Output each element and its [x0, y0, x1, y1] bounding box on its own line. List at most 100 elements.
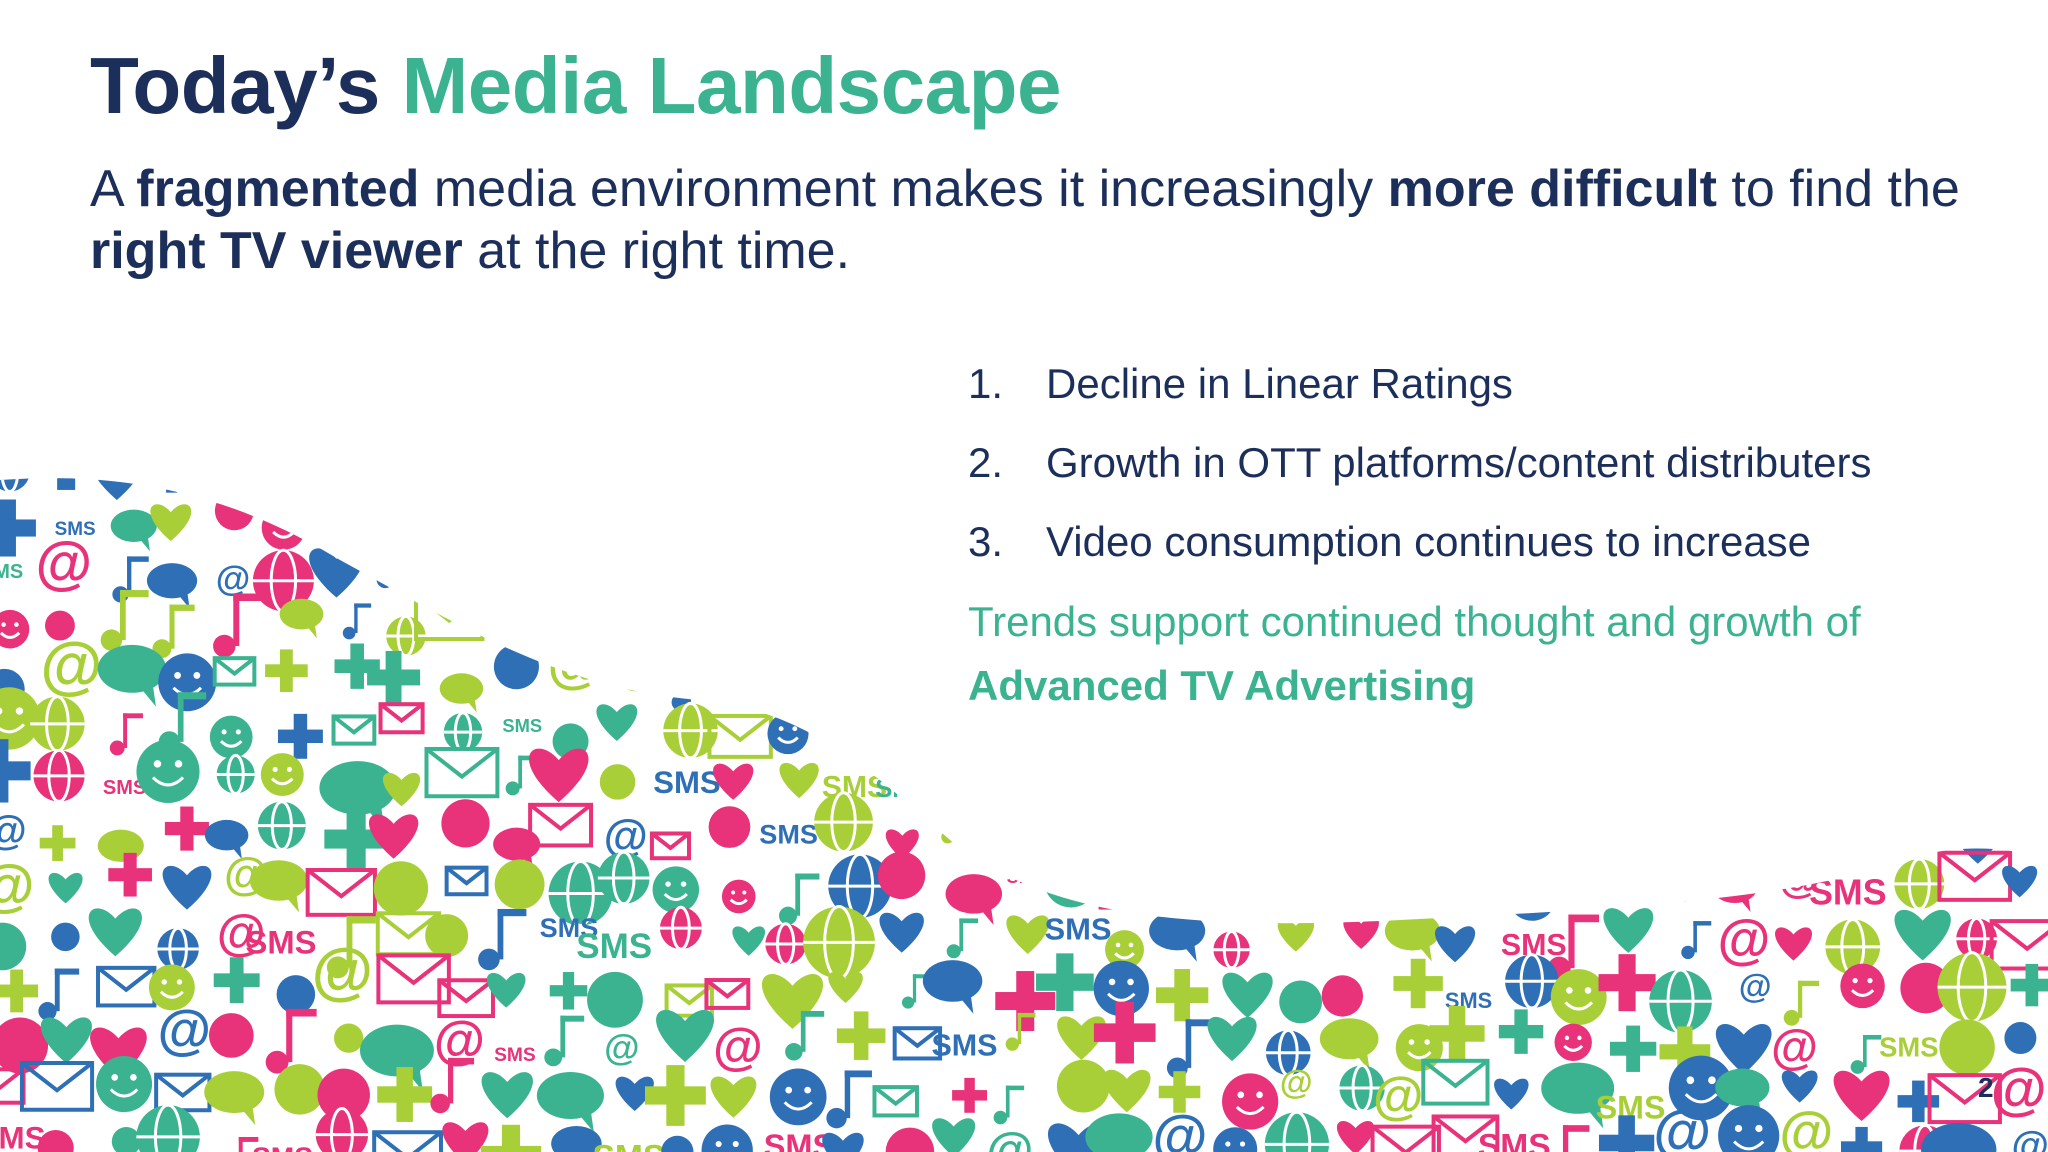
sms-icon: SMS [502, 715, 542, 736]
dot-icon [51, 922, 80, 952]
globe-icon [1067, 542, 1105, 583]
sms-icon: SMS [1837, 775, 1881, 797]
svg-text:@: @ [1488, 731, 1550, 802]
heart-icon [779, 762, 819, 799]
chat-bubble-icon [249, 860, 308, 913]
dot-icon [1279, 980, 1322, 1024]
heart-icon [714, 547, 766, 594]
dot-icon [1043, 853, 1099, 908]
smiley-icon [1105, 930, 1144, 970]
chat-bubble-icon [1045, 607, 1118, 672]
heart-icon [529, 748, 589, 803]
at-sign-icon: @ [1832, 478, 1884, 504]
music-note-icon [1440, 613, 1475, 658]
chat-bubble-icon [1541, 1062, 1615, 1129]
dot-icon [214, 491, 254, 531]
svg-text:SMS: SMS [103, 777, 146, 799]
dot-icon [1781, 758, 1822, 799]
chat-bubble-icon [204, 819, 249, 860]
envelope-icon [664, 983, 714, 1018]
svg-text:@: @ [981, 432, 1030, 489]
music-note-icon [659, 498, 693, 541]
plus-icon [1655, 796, 1713, 854]
svg-text:@: @ [2011, 758, 2046, 798]
music-note-icon [835, 478, 862, 514]
globe-icon [386, 614, 426, 658]
music-note-icon [1565, 545, 1602, 592]
envelope-icon [19, 1060, 95, 1112]
svg-text:SMS: SMS [55, 519, 96, 540]
heart-icon [596, 704, 638, 741]
heart-icon [1603, 908, 1654, 953]
plus-icon [1076, 478, 1095, 499]
subtitle-text-4: at the right time. [462, 222, 851, 280]
music-note-icon [109, 713, 143, 756]
envelope-icon [1678, 499, 1720, 529]
chat-bubble-icon [1940, 478, 2020, 515]
globe-icon [0, 478, 30, 494]
plus-icon [1613, 754, 1663, 803]
envelope-icon [1846, 713, 1888, 743]
smiley-icon [721, 879, 756, 914]
at-sign-icon: @ [1223, 480, 1281, 547]
heart-icon [1157, 868, 1195, 902]
dot-icon [1390, 490, 1432, 532]
smiley-icon [1840, 963, 1885, 1009]
svg-text:@: @ [216, 559, 251, 599]
svg-text:@: @ [0, 854, 35, 918]
music-note-icon [901, 974, 930, 1009]
sms-icon: SMS [494, 1045, 536, 1066]
svg-text:SMS: SMS [1608, 816, 1672, 849]
plus-icon [39, 825, 76, 861]
heart-icon [1947, 810, 2008, 864]
sms-icon: SMS [540, 912, 599, 943]
sms-icon: SMS [875, 775, 931, 803]
globe-icon [928, 478, 991, 508]
heart-icon [1222, 972, 1273, 1018]
plus-icon [57, 478, 76, 490]
music-note-icon [826, 1070, 872, 1129]
plus-icon [1741, 478, 1756, 491]
plus-icon [1598, 1115, 1655, 1152]
smiley-icon [0, 609, 30, 649]
chat-bubble-icon [1921, 1123, 1997, 1152]
plus-icon [0, 499, 36, 557]
at-sign-icon: @ [158, 999, 212, 1061]
music-note-icon [100, 590, 149, 651]
svg-text:@: @ [1990, 1058, 2046, 1122]
music-note-icon [1173, 617, 1206, 658]
heart-icon [40, 1017, 92, 1064]
heart-icon [615, 1076, 654, 1111]
envelope-icon [1484, 551, 1536, 588]
envelope-icon [437, 978, 495, 1019]
svg-text:@: @ [1223, 480, 1281, 547]
heart-icon [932, 1118, 976, 1152]
music-note-icon [946, 918, 979, 959]
plus-icon [1393, 958, 1443, 1009]
dot-icon [0, 922, 27, 971]
globe-icon [770, 608, 807, 648]
dot-icon [276, 975, 316, 1014]
heart-icon [2015, 493, 2048, 532]
chat-bubble-icon [928, 594, 992, 652]
globe-icon [30, 695, 85, 753]
heart-icon [90, 1027, 147, 1079]
smiley-icon [260, 753, 304, 797]
envelope-icon [1161, 668, 1203, 697]
smiley-icon [1669, 584, 1732, 646]
heart-icon [309, 548, 364, 598]
heart-icon [1538, 853, 1596, 905]
dot-icon [37, 1129, 74, 1152]
svg-text:@: @ [713, 1018, 763, 1075]
dot-icon [1321, 975, 1364, 1017]
smiley-icon [0, 687, 41, 750]
plus-icon [645, 1065, 706, 1126]
heart-icon [1277, 918, 1315, 952]
globe-icon [1825, 918, 1881, 976]
chat-bubble-icon [587, 478, 645, 491]
svg-text:SMS: SMS [252, 1141, 313, 1152]
svg-text:SMS: SMS [1053, 515, 1097, 537]
heart-icon [1057, 1016, 1106, 1061]
plus-icon [1437, 491, 1486, 541]
smiley-icon [1215, 755, 1258, 798]
